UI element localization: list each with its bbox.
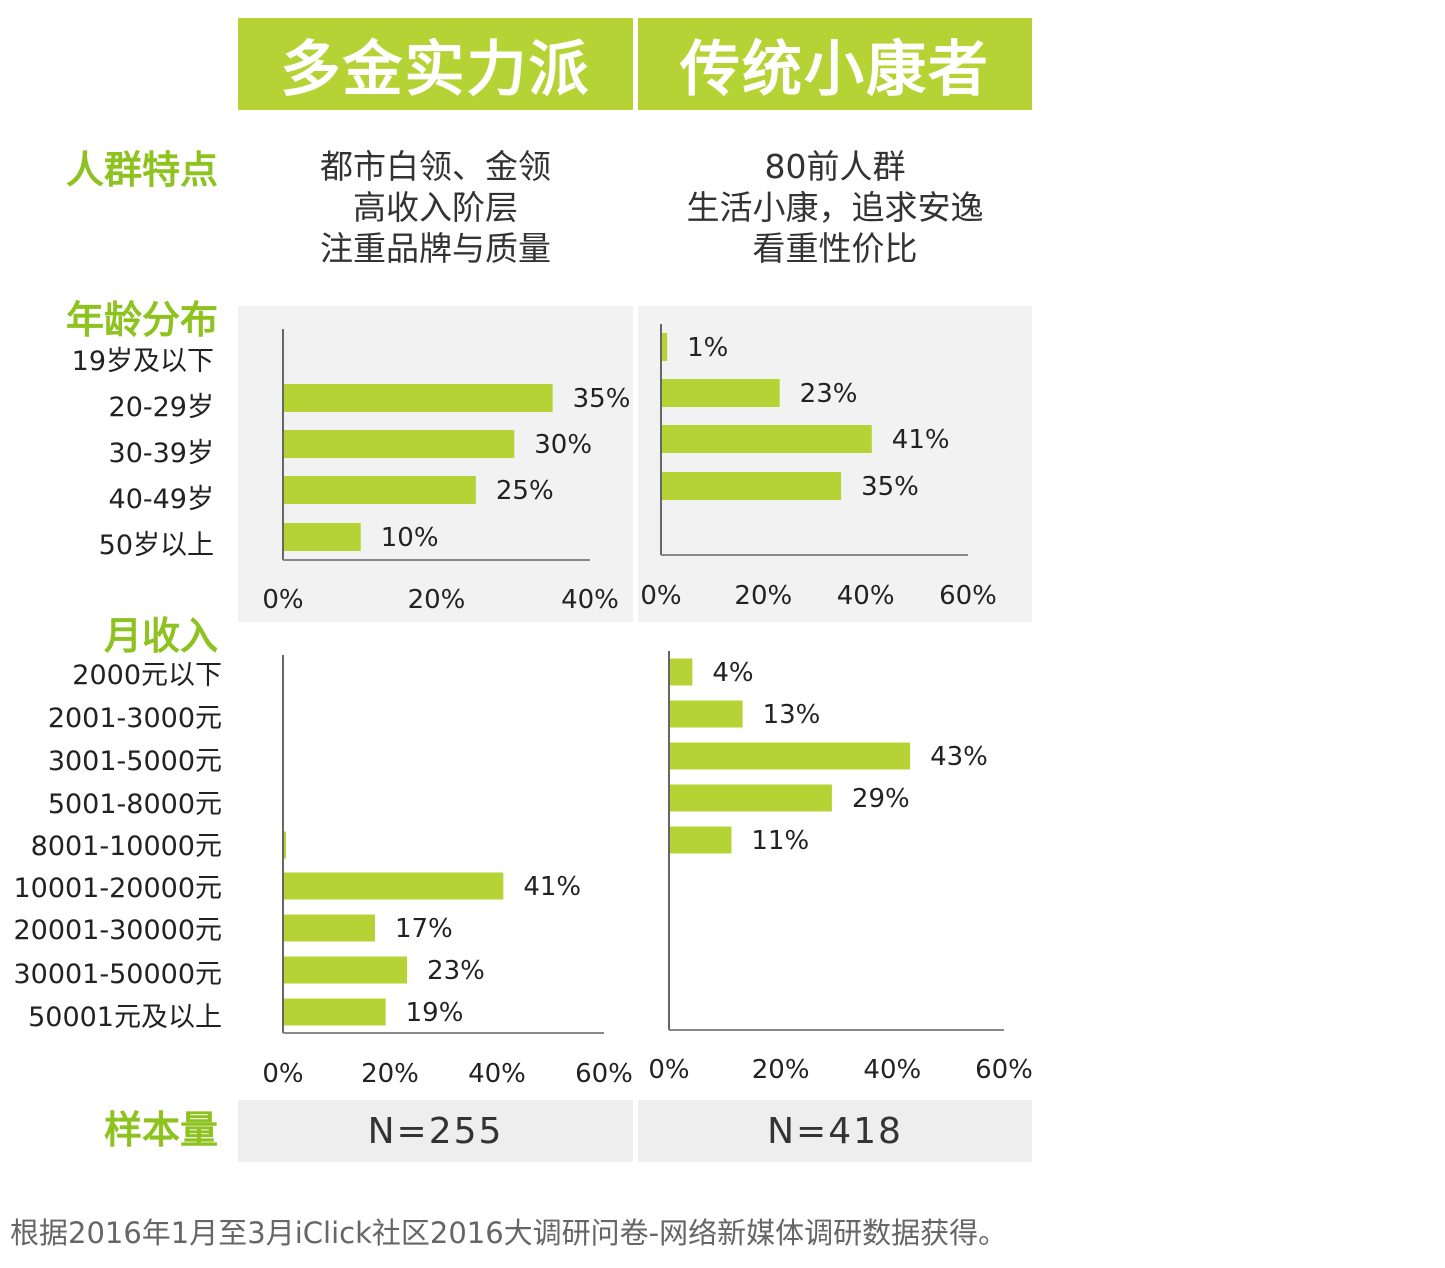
data-label: 23%	[800, 379, 858, 409]
income-category-label: 3001-5000元	[47, 746, 222, 777]
age-category-label: 40-49岁	[108, 484, 214, 515]
segment-header-1: 多金实力派	[238, 18, 633, 110]
row-title-sample: 样本量	[103, 1108, 218, 1152]
bar	[284, 384, 553, 412]
tick-label: 20%	[752, 1055, 810, 1085]
income-category-label: 2000元以下	[72, 660, 222, 691]
tick-label: 40%	[468, 1059, 526, 1089]
income-category-label: 30001-50000元	[13, 959, 222, 990]
traits-segment-1: 都市白领、金领 高收入阶层 注重品牌与质量	[238, 146, 633, 269]
bar	[670, 700, 743, 728]
age-category-label: 30-39岁	[108, 438, 214, 469]
income-category-label: 20001-30000元	[13, 915, 222, 946]
age-category-label: 50岁以上	[98, 530, 214, 561]
tick-label: 0%	[648, 1055, 689, 1085]
traits-line: 都市白领、金领	[320, 147, 551, 186]
tick-label: 20%	[361, 1059, 419, 1089]
tick-label: 0%	[262, 1059, 303, 1089]
tick-label: 60%	[939, 581, 997, 611]
data-label: 30%	[534, 430, 592, 460]
bar	[670, 784, 832, 812]
sample-size-2: N=418	[638, 1100, 1032, 1162]
tick-label: 40%	[561, 585, 619, 615]
age-panel-2-bg	[638, 306, 1032, 622]
bar	[662, 379, 780, 407]
segment-header-2: 传统小康者	[638, 18, 1032, 110]
income-category-label: 5001-8000元	[47, 789, 222, 820]
tick-label: 40%	[863, 1055, 921, 1085]
data-label: 23%	[427, 956, 485, 986]
bar	[670, 826, 732, 854]
traits-line: 80前人群	[764, 147, 906, 186]
row-title-income: 月收入	[103, 614, 218, 658]
data-label: 10%	[381, 523, 439, 553]
tick-label: 60%	[975, 1055, 1033, 1085]
age-category-label: 19岁及以下	[71, 346, 214, 377]
bar	[284, 956, 408, 984]
data-label: 19%	[406, 998, 464, 1028]
data-label: 35%	[861, 472, 919, 502]
tick-label: 0%	[262, 585, 303, 615]
bar	[284, 430, 515, 458]
data-label: 43%	[930, 742, 988, 772]
row-title-traits: 人群特点	[65, 148, 218, 192]
income-category-label: 50001元及以上	[28, 1002, 222, 1033]
bar	[284, 523, 361, 551]
income-category-label: 10001-20000元	[13, 873, 222, 904]
bar	[662, 425, 872, 453]
bar	[662, 472, 842, 500]
tick-label: 60%	[575, 1059, 633, 1089]
data-label: 11%	[751, 826, 809, 856]
income-category-label: 2001-3000元	[47, 703, 222, 734]
tick-label: 20%	[408, 585, 466, 615]
tick-label: 20%	[734, 581, 792, 611]
data-label: 29%	[852, 784, 910, 814]
footnote: 根据2016年1月至3月iClick社区2016大调研问卷-网络新媒体调研数据获…	[10, 1216, 1008, 1250]
data-label: 25%	[496, 476, 554, 506]
data-label: 41%	[892, 425, 950, 455]
bar	[284, 998, 386, 1026]
data-label: 1%	[687, 333, 728, 363]
data-label: 41%	[523, 872, 581, 902]
bar	[670, 742, 911, 770]
bar	[284, 872, 504, 900]
sample-size-1: N=255	[238, 1100, 633, 1162]
bar	[284, 831, 286, 859]
bar	[284, 476, 476, 504]
bar	[670, 658, 693, 686]
age-category-label: 20-29岁	[108, 392, 214, 423]
traits-line: 注重品牌与质量	[320, 229, 551, 268]
data-label: 4%	[712, 658, 753, 688]
row-title-age: 年龄分布	[65, 298, 218, 342]
traits-segment-2: 80前人群 生活小康，追求安逸 看重性价比	[638, 146, 1032, 269]
data-label: 17%	[395, 914, 453, 944]
bar	[284, 914, 375, 942]
traits-line: 高收入阶层	[353, 188, 518, 227]
tick-label: 0%	[640, 581, 681, 611]
age-panel-1-bg	[238, 306, 633, 622]
data-label: 13%	[763, 700, 821, 730]
traits-line: 看重性价比	[752, 229, 918, 268]
bar	[662, 333, 668, 361]
tick-label: 40%	[837, 581, 895, 611]
income-category-label: 8001-10000元	[30, 831, 222, 862]
traits-line: 生活小康，追求安逸	[686, 188, 984, 227]
data-label: 35%	[573, 384, 631, 414]
